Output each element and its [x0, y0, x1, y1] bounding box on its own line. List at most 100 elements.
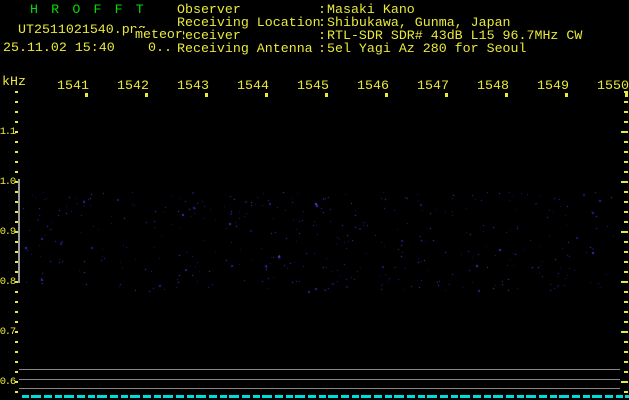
- y-tick-mark-left: [15, 171, 18, 173]
- info-label: Receiving Antenna: [177, 41, 313, 56]
- baseline-row-1: [19, 369, 620, 370]
- level-bar: [18, 179, 20, 283]
- y-tick-mark-left: [15, 191, 18, 193]
- y-tick-mark-left: [15, 211, 18, 213]
- y-tick-mark-left: [15, 351, 18, 353]
- y-tick-mark-right: [624, 251, 628, 253]
- y-tick-mark-right: [624, 101, 628, 103]
- y-tick-mark-right: [624, 91, 628, 93]
- y-tick-mark-right: [624, 341, 628, 343]
- info-label: Receiving Location: [177, 15, 321, 30]
- y-tick-mark-right: [624, 391, 628, 393]
- y-tick-mark-right: [621, 181, 628, 183]
- echo-counter: 0..: [148, 40, 172, 55]
- y-tick-label: 1.1: [0, 126, 16, 138]
- y-tick-mark-left: [15, 201, 18, 203]
- y-tick-mark-left: [15, 331, 18, 333]
- y-tick-mark-left: [15, 341, 18, 343]
- y-tick-mark-right: [624, 201, 628, 203]
- info-separator: :: [318, 41, 326, 56]
- y-tick-mark-left: [15, 91, 18, 93]
- y-tick-mark-right: [624, 161, 628, 163]
- x-tick-label: 1546: [357, 78, 389, 93]
- info-separator: :: [318, 2, 326, 17]
- x-tick-label: 1545: [297, 78, 329, 93]
- y-tick-label: 0.8: [0, 276, 16, 288]
- info-row: Receiving Location: Shibukawa, Gunma, Jap…: [177, 16, 629, 29]
- y-tick-mark-right: [624, 311, 628, 313]
- y-tick-mark-left: [15, 101, 18, 103]
- x-tick-mark: [625, 93, 628, 97]
- x-tick-mark: [445, 93, 448, 97]
- datetime-label: 25.11.02 15:40: [3, 40, 115, 55]
- y-tick-mark-right: [624, 301, 628, 303]
- x-tick-label: 1548: [477, 78, 509, 93]
- x-tick-label: 1547: [417, 78, 449, 93]
- y-tick-mark-right: [624, 211, 628, 213]
- y-tick-mark-right: [624, 151, 628, 153]
- y-tick-mark-right: [624, 141, 628, 143]
- info-separator: :: [318, 15, 326, 30]
- x-tick-mark: [85, 93, 88, 97]
- mode-label: meteor: [134, 27, 183, 42]
- y-tick-mark-left: [15, 251, 18, 253]
- info-row: Receiver: RTL-SDR SDR# 43dB L15 96.7MHz C…: [177, 29, 629, 42]
- y-tick-mark-left: [15, 381, 18, 383]
- y-tick-mark-left: [15, 291, 18, 293]
- y-tick-mark-right: [624, 241, 628, 243]
- y-tick-label: 0.6: [0, 376, 16, 388]
- y-tick-mark-left: [15, 261, 18, 263]
- y-tick-mark-right: [624, 111, 628, 113]
- y-tick-mark-left: [15, 181, 18, 183]
- y-tick-mark-left: [15, 111, 18, 113]
- info-label: Observer: [177, 2, 241, 17]
- y-tick-mark-left: [15, 361, 18, 363]
- y-tick-mark-left: [15, 221, 18, 223]
- y-tick-mark-left: [15, 281, 18, 283]
- info-value: Masaki Kano: [327, 2, 415, 17]
- y-tick-mark-left: [15, 271, 18, 273]
- y-tick-mark-left: [15, 231, 18, 233]
- y-tick-mark-right: [621, 281, 628, 283]
- y-tick-mark-right: [624, 271, 628, 273]
- x-tick-mark: [505, 93, 508, 97]
- baseline-row-3: [19, 388, 620, 389]
- x-tick-label: 1543: [177, 78, 209, 93]
- info-label: Receiver: [177, 28, 241, 43]
- y-tick-mark-left: [15, 301, 18, 303]
- x-tick-label: 1544: [237, 78, 269, 93]
- baseline-row-2: [19, 379, 620, 380]
- x-tick-label: 1542: [117, 78, 149, 93]
- info-value: RTL-SDR SDR# 43dB L15 96.7MHz CW: [327, 28, 583, 43]
- y-tick-mark-right: [624, 261, 628, 263]
- x-tick-mark: [385, 93, 388, 97]
- info-value: Shibukawa, Gunma, Japan: [327, 15, 511, 30]
- x-tick-label: 1550: [597, 78, 629, 93]
- y-tick-mark-left: [15, 311, 18, 313]
- info-value: 5el Yagi Az 280 for Seoul: [327, 41, 527, 56]
- y-tick-mark-right: [624, 191, 628, 193]
- x-tick-mark: [145, 93, 148, 97]
- y-tick-label: 0.7: [0, 326, 16, 338]
- y-tick-mark-right: [621, 381, 628, 383]
- x-tick-label: 1541: [57, 78, 89, 93]
- info-separator: :: [318, 28, 326, 43]
- info-row: Receiving Antenna:5el Yagi Az 280 for Se…: [177, 42, 629, 55]
- time-marker-line: [22, 395, 629, 398]
- y-tick-mark-right: [624, 361, 628, 363]
- x-tick-mark: [265, 93, 268, 97]
- output-filename: UT2511021540.png: [18, 22, 146, 37]
- y-tick-mark-right: [624, 171, 628, 173]
- x-tick-mark: [565, 93, 568, 97]
- y-tick-label: 0.9: [0, 226, 16, 238]
- y-tick-mark-left: [15, 391, 18, 393]
- y-tick-mark-right: [624, 221, 628, 223]
- x-tick-label: 1549: [537, 78, 569, 93]
- y-tick-mark-left: [15, 151, 18, 153]
- y-tick-mark-left: [15, 141, 18, 143]
- y-tick-mark-right: [624, 351, 628, 353]
- y-tick-mark-right: [621, 331, 628, 333]
- y-tick-mark-right: [624, 321, 628, 323]
